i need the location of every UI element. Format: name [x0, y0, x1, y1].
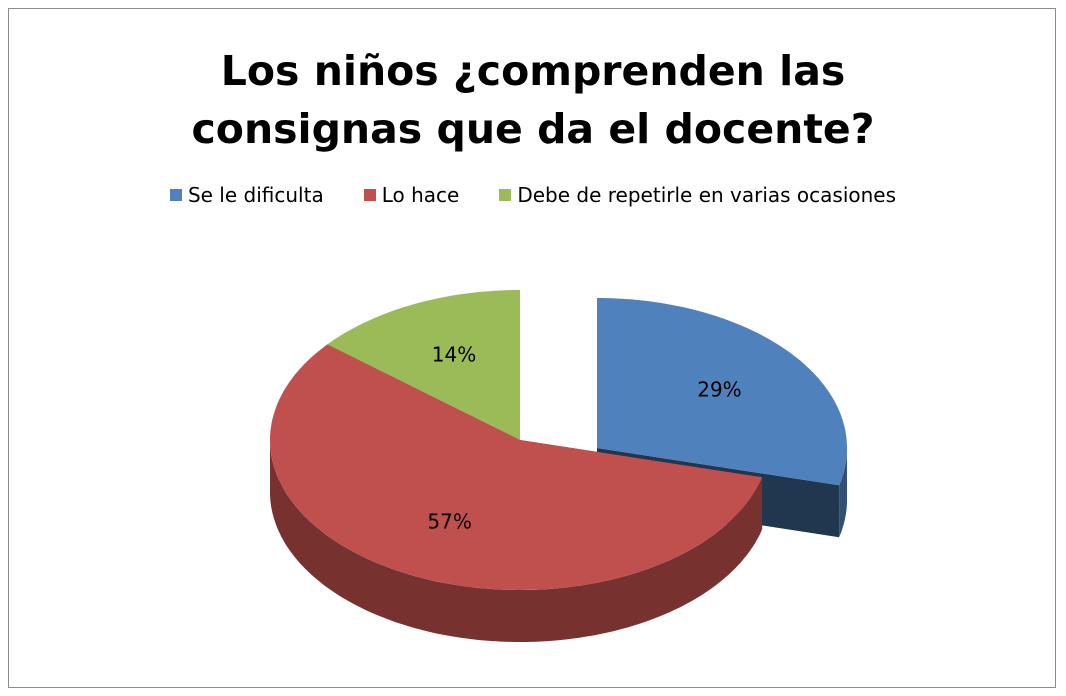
legend-label: Se le dificulta	[187, 183, 324, 207]
slice	[327, 290, 520, 440]
slice	[597, 298, 847, 486]
title-box: Los niños ¿comprenden las consignas que …	[0, 42, 1066, 158]
legend-label: Debe de repetirle en varias ocasiones	[517, 183, 897, 207]
legend-label: Lo hace	[381, 183, 460, 207]
legend-entry: Lo hace	[363, 183, 460, 207]
legend-swatch	[169, 189, 182, 201]
data-label: 14%	[432, 342, 476, 366]
data-label: 29%	[697, 377, 741, 401]
slice	[270, 344, 763, 590]
legend: Se le dificulta Lo hace Debe de repetirle …	[0, 183, 1066, 207]
chart-title: Los niños ¿comprenden las consignas que …	[191, 47, 875, 153]
legend-entry: Se le dificulta	[169, 183, 324, 207]
legend-entry: Debe de repetirle en varias ocasiones	[499, 183, 896, 207]
legend-swatch	[363, 189, 376, 201]
slice-wall	[270, 440, 763, 642]
chart-frame	[8, 8, 1056, 688]
data-label: 57%	[427, 509, 471, 533]
legend-swatch	[499, 189, 512, 201]
slice-wall	[839, 448, 847, 538]
